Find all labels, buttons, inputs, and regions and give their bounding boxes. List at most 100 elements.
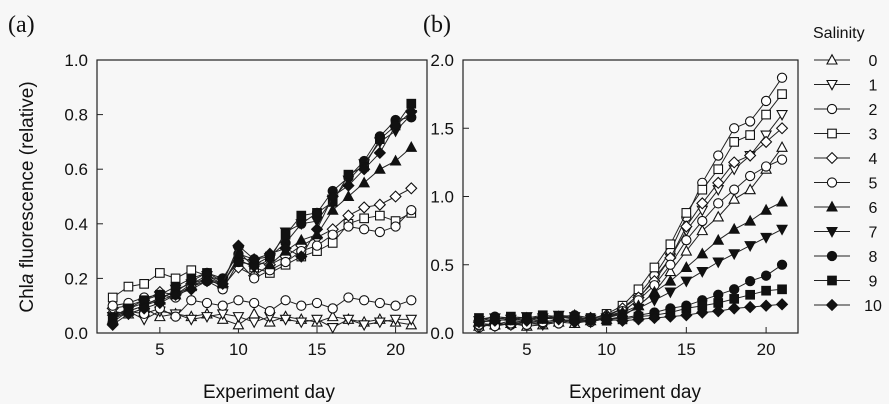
panel-b-series-9-point [777, 284, 787, 295]
legend-label-1: 1 [869, 78, 878, 95]
panel-a-series-2-point [374, 297, 386, 309]
panel-b-series-3-point [729, 137, 740, 147]
legend-marker-2 [826, 103, 838, 115]
legend-item-1: 1 [814, 78, 878, 95]
panel-a-series-2-point [327, 303, 338, 314]
legend-item-9: 9 [814, 274, 878, 291]
panel-b-xtick-label: 20 [757, 340, 776, 359]
panel-a-series-10-point [357, 163, 371, 176]
panel-b-series-7-point [648, 295, 661, 307]
panel-b-series-5-point [744, 170, 756, 182]
panel-a-series-9-point [312, 208, 322, 218]
panel-b-ytick-label: 1.5 [430, 119, 454, 138]
panel-b-series-1-point [776, 110, 788, 121]
panel-a-xtick-label: 20 [386, 340, 405, 359]
panel-a-series-5-point [374, 226, 386, 238]
panel-a-series-6-point [373, 162, 386, 174]
legend-marker-5 [826, 177, 838, 188]
panel-b-series-7-point [712, 257, 725, 269]
panel-a-ytick-label: 1.0 [64, 51, 88, 70]
panel-a-series-2-point [358, 295, 370, 306]
panel-b-series-6 [473, 195, 788, 327]
panel-a-series-3-point [359, 213, 369, 224]
panel-a-series-4-point [405, 182, 418, 195]
panel-b-series-7-point [696, 267, 709, 278]
panel-a-series-10-point [389, 119, 402, 132]
panel-a-xtick-label: 10 [229, 340, 248, 359]
panel-b-series-6-point [664, 274, 677, 286]
panel-a-series-0-point [232, 318, 245, 330]
panel-a-series-4-point [357, 201, 371, 214]
panel-a-series-1-point [342, 314, 355, 326]
panel-a-series-10-point [373, 146, 387, 159]
panel-a-series-2-point [311, 297, 323, 309]
legend-label-8: 8 [869, 249, 878, 266]
panel-a-series-9-point [280, 229, 291, 240]
panel-a-series-6-point [405, 141, 418, 152]
panel-b-series-6-point [712, 233, 725, 245]
panel-b-series-4-point [743, 149, 757, 162]
panel-b-series-4-point [759, 135, 773, 149]
panel-b-xtick-label: 10 [597, 340, 616, 359]
legend-title: Salinity [813, 25, 865, 42]
panel-a-series-2-point [390, 300, 401, 311]
panel-a-series-10-point [106, 318, 119, 331]
legend-marker-1 [826, 79, 838, 91]
panel-b-series-8-point [729, 284, 740, 295]
panel-a-series-9-point [375, 134, 385, 145]
panel-b-series-6-line [478, 201, 783, 323]
panel-a-series-9 [107, 98, 417, 325]
panel-b-series-6-point [696, 247, 709, 259]
legend-marker-9 [827, 275, 837, 286]
legend-item-4: 4 [814, 151, 878, 168]
panel-a-series-10-point [185, 283, 198, 296]
panel-a-series-3-point [139, 279, 149, 289]
panel-a-series-2-point [406, 295, 417, 306]
panel-a-plot: 5 10 15 20 0.0 0.2 0.4 0.6 0.8 1.0 [64, 51, 428, 359]
panel-b-series-0-point [696, 224, 709, 236]
panel-b-series-10-point [680, 309, 693, 322]
panel-a-series-3-point [170, 273, 181, 284]
panel-b-series-10-point [568, 315, 581, 329]
panel-a-series-1-point [389, 314, 402, 326]
legend-label-3: 3 [869, 127, 878, 144]
legend-item-5: 5 [814, 176, 878, 193]
legend-label-6: 6 [869, 200, 878, 217]
panel-a-series-1-point [358, 320, 371, 332]
panel-a-series-1 [106, 306, 418, 334]
panel-b-series-6-point [728, 222, 741, 234]
panel-b-series-3-point [745, 130, 755, 140]
panel-a-series-4-point [342, 209, 355, 222]
panel-a-series-10-point [342, 179, 355, 192]
x-axis-label-b: Experiment day [569, 382, 702, 403]
panel-b-series-10-point [584, 314, 597, 327]
panel-b-ytick-label: 2.0 [430, 51, 454, 70]
panel-a-series-10 [106, 105, 418, 331]
panel-b-series-5-point [760, 161, 772, 172]
panel-a-ytick-label: 0.2 [64, 269, 88, 288]
panel-a-ytick-label: 0.0 [64, 324, 88, 343]
legend-label-10: 10 [864, 298, 882, 315]
panel-b-series-2-point [729, 123, 740, 134]
panel-a-series-1-point [311, 314, 323, 326]
panel-b-series-10-point [696, 306, 709, 319]
panel-a-series-2-point [217, 300, 228, 311]
panel-a-series-2-point [233, 295, 244, 306]
panel-a-series-9-point [343, 169, 354, 180]
legend-label-4: 4 [869, 151, 878, 168]
panel-a-series-10-point [405, 105, 418, 119]
panel-a-series-3-point [123, 281, 134, 292]
panel-a-series-8-point [296, 218, 307, 229]
panel-a-series-10-point [153, 296, 167, 310]
panel-a-series-3-point [107, 292, 118, 303]
x-axis-label-a: Experiment day [203, 382, 336, 403]
panel-b-series-2-point [713, 150, 724, 161]
panel-b-series-10-point [632, 313, 645, 326]
panel-b-series-7-point [744, 241, 757, 252]
panel-a-series-10-point [137, 302, 151, 315]
panel-b-series-7-point [728, 249, 741, 261]
panel-a-series-5-point [358, 224, 370, 235]
panel-a-series-9-point [233, 257, 244, 267]
panel-b-series-10-point [712, 304, 725, 318]
panel-a-series-3-point [186, 265, 197, 276]
